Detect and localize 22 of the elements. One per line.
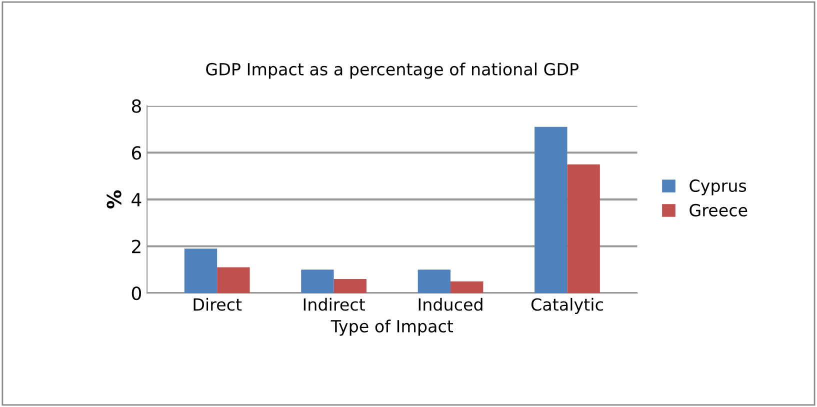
legend-label: Greece [690,204,748,216]
y-tick-label: 4 [132,193,142,206]
bar [567,164,600,294]
x-tick-label: Catalytic [531,298,603,314]
bar [450,281,484,294]
bar [334,279,366,294]
bar [301,270,334,294]
bar [184,248,218,294]
x-tick-label: Induced [418,298,482,311]
x-axis-title: Type of Impact [330,320,454,336]
y-axis-title: % [106,190,122,209]
y-tick-label: 0 [132,286,141,300]
x-tick-label: Direct [194,298,242,311]
legend-label: Cyprus [690,179,746,196]
bar [534,126,568,294]
bar [217,267,250,294]
bar [418,270,451,294]
y-tick-label: 8 [132,99,141,113]
y-tick-label: 6 [132,146,142,160]
chart-title: GDP Impact as a percentage of national GDP [206,62,579,79]
x-tick-label: Indirect [304,298,365,311]
y-tick-label: 2 [132,240,140,254]
